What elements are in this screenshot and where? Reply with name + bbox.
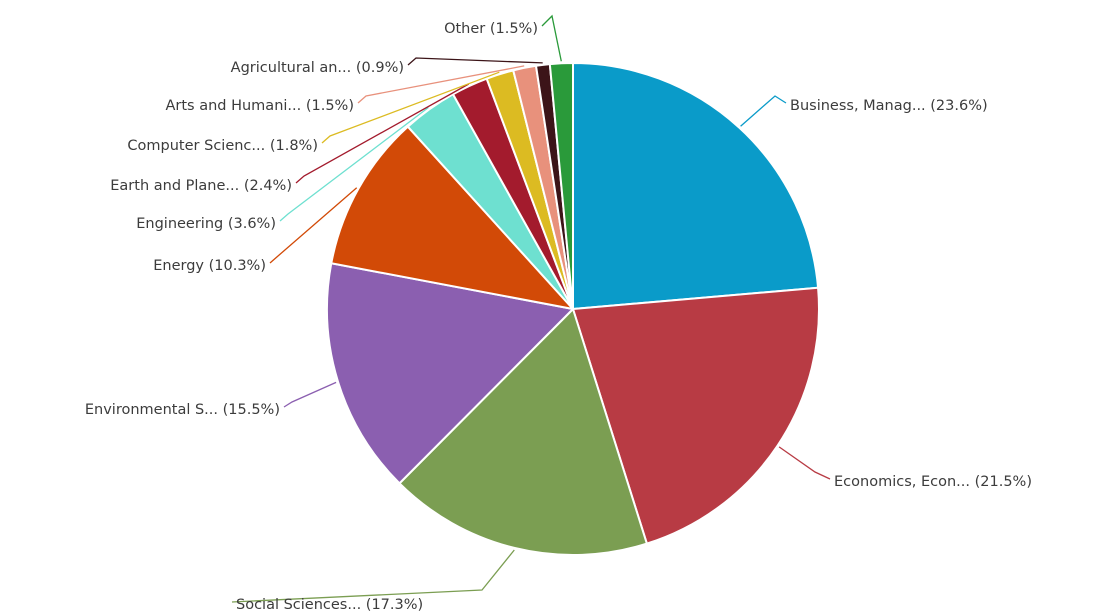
leader-line-economics-econ [778,446,831,480]
label-leader-lines [231,14,831,603]
leader-line-energy [269,187,358,264]
pie-slice-environmental-s [326,262,574,485]
pie-slice-social-sciences [398,308,648,556]
leader-line-earth-and-plane [295,83,470,184]
pie-slice-business-manag [572,62,820,310]
leader-line-arts-and-humani [357,65,525,104]
slice-labels: Business, Manag... (23.6%) Economics, Eco… [85,21,1032,613]
slice-label-engineering: Engineering (3.6%) [136,216,276,232]
pie-slice-energy [330,125,574,310]
slice-label-other: Other (1.5%) [444,21,538,37]
leader-line-business-manag [740,95,787,127]
leader-line-other [541,14,562,62]
slice-label-agricultural-an: Agricultural an... (0.9%) [231,60,404,76]
slice-label-economics-econ: Economics, Econ... (21.5%) [834,474,1032,490]
slice-label-computer-scienc: Computer Scienc... (1.8%) [127,138,318,154]
pie-slice-economics-econ [572,286,820,545]
slice-label-environmental-s: Environmental S... (15.5%) [85,402,280,418]
slice-label-energy: Energy (10.3%) [153,258,266,274]
slice-label-social-sciences: Social Sciences... (17.3%) [236,597,423,613]
leader-line-environmental-s [283,381,337,408]
pie-slices [326,61,820,556]
slice-label-arts-and-humani: Arts and Humani... (1.5%) [165,98,354,114]
slice-label-business-manag: Business, Manag... (23.6%) [790,98,988,114]
slice-label-earth-and-plane: Earth and Plane... (2.4%) [110,178,292,194]
leader-line-agricultural-an [407,57,543,66]
leader-line-social-sciences [231,549,515,603]
pie-slice-other [548,61,574,310]
leader-line-engineering [279,106,429,222]
leader-line-computer-scienc [321,71,500,144]
